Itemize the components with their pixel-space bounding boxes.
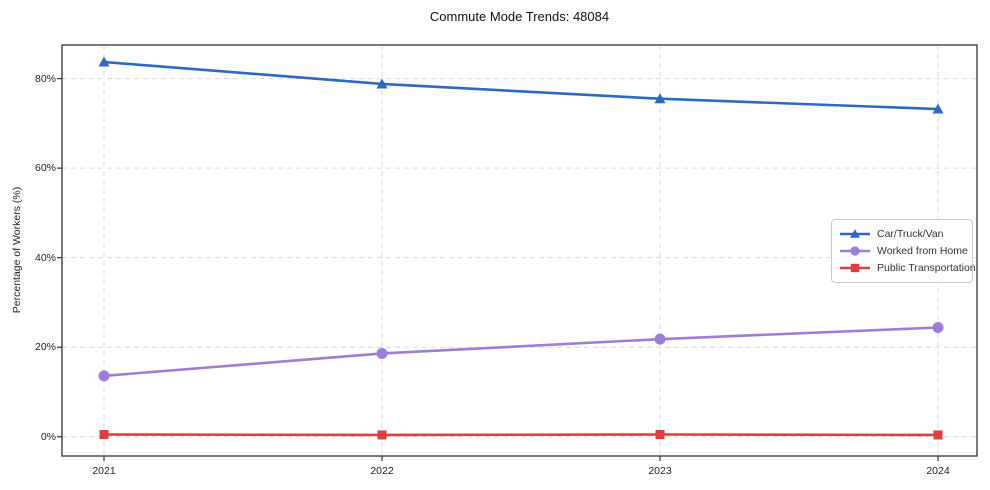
y-tick-label-80: 80% [34,72,56,85]
x-tick-label-2022: 2022 [370,465,394,477]
legend: Car/Truck/Van Worked from Home Public Tr… [831,219,976,283]
chart-title: Commute Mode Trends: 48084 [429,9,610,24]
legend-label: Car/Truck/Van [877,228,944,240]
legend-square-marker-icon [840,263,870,273]
x-tick-label-2021: 2021 [92,465,116,477]
legend-label: Public Transportation [877,262,976,274]
legend-item-car-truck-van: Car/Truck/Van [840,226,964,242]
x-tick-label-2023: 2023 [648,465,672,477]
y-tick-label-40: 40% [34,251,56,264]
y-tick-label-0: 0% [40,430,56,443]
y-tick-label-60: 60% [34,162,56,175]
legend-triangle-marker-icon [840,229,870,238]
legend-label: Worked from Home [877,245,968,257]
y-tick-label-20: 20% [34,341,56,354]
legend-circle-marker-icon [840,246,870,256]
legend-item-worked-from-home: Worked from Home [840,243,968,259]
legend-item-public-transportation: Public Transportation [840,260,976,276]
x-tick-label-2024: 2024 [926,465,950,477]
